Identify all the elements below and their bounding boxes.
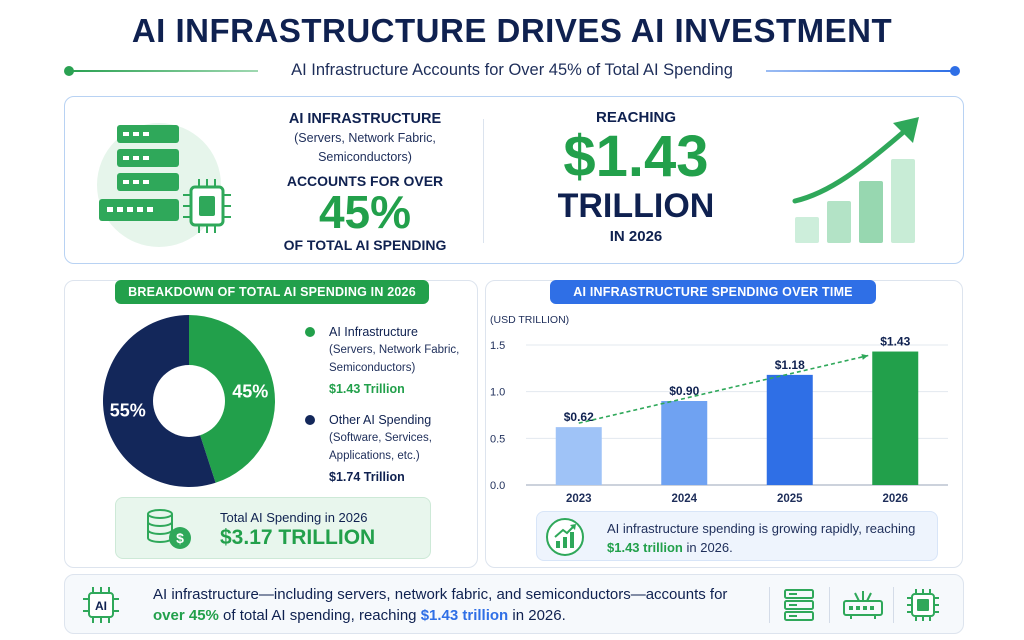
bar-2024 xyxy=(661,401,708,485)
total-value: $3.17 TRILLION xyxy=(220,526,376,549)
breakdown-title: BREAKDOWN OF TOTAL AI SPENDING IN 2026 xyxy=(115,280,429,304)
bar-2026 xyxy=(872,351,919,485)
bar-chart: (USD TRILLION) 0.0 0.5 1.0 1.5 $0.62 $0.90 $1… xyxy=(490,314,948,505)
of-total-label: OF TOTAL AI SPENDING xyxy=(283,237,447,253)
summary-strip: AI AI infrastructure—including servers, … xyxy=(64,574,964,634)
legend-value: $1.74 Trillion xyxy=(329,470,405,484)
total-spending-box: $ Total AI Spending in 2026 $3.17 TRILLI… xyxy=(115,497,431,559)
x-tick-label: 2024 xyxy=(671,493,697,505)
trend-up-icon xyxy=(546,518,584,556)
y-tick-label: 0.0 xyxy=(490,480,505,492)
total-label: Total AI Spending in 2026 xyxy=(220,510,368,525)
trend-arrowhead xyxy=(861,354,869,360)
svg-text:$: $ xyxy=(176,530,184,546)
x-tick-label: 2026 xyxy=(882,493,908,505)
dollar-icon xyxy=(169,527,191,549)
summary-part-1: AI infrastructure—including servers, net… xyxy=(153,586,728,603)
server-rack-icon xyxy=(97,123,231,247)
bar-2023 xyxy=(555,427,602,485)
trend-line xyxy=(578,354,869,424)
legend-item-other: Other AI Spending (Software, Services, A… xyxy=(301,411,476,487)
donut-slice-infrastructure xyxy=(189,315,275,483)
green-dot-decoration xyxy=(64,66,74,76)
chart-note-after: in 2026. xyxy=(682,540,733,555)
donut-chart: 45% 55% xyxy=(102,315,275,487)
y-tick-label: 1.0 xyxy=(490,387,505,399)
page-title: AI INFRASTRUCTURE DRIVES AI INVESTMENT xyxy=(131,12,893,49)
blue-dot-decoration xyxy=(950,66,960,76)
page-subtitle: AI Infrastructure Accounts for Over 45% … xyxy=(291,61,733,79)
spending-year: IN 2026 xyxy=(609,228,663,245)
breakdown-panel: BREAKDOWN OF TOTAL AI SPENDING IN 2026 4… xyxy=(64,280,478,568)
y-tick-label: 0.5 xyxy=(490,433,505,445)
spending-amount: $1.43 xyxy=(563,124,709,189)
chart-note-text: AI infrastructure spending is growing ra… xyxy=(607,519,927,557)
slice-label-infrastructure: 45% xyxy=(232,381,268,401)
legend-detail: (Servers, Network Fabric, Semiconductors… xyxy=(329,344,460,374)
semiconductor-icon xyxy=(907,589,939,621)
accounts-for-label: ACCOUNTS FOR OVER xyxy=(286,173,444,189)
bar-value-label: $0.90 xyxy=(669,384,699,398)
icon-separator xyxy=(829,587,830,623)
infrastructure-heading: AI INFRASTRUCTURE xyxy=(288,111,442,127)
icon-separator xyxy=(893,587,894,623)
chart-note-before: AI infrastructure spending is growing ra… xyxy=(607,521,916,536)
legend-item-infrastructure: AI Infrastructure (Servers, Network Fabr… xyxy=(301,323,476,399)
ai-chip-icon: AI xyxy=(83,587,119,623)
chart-title: AI INFRASTRUCTURE SPENDING OVER TIME xyxy=(550,280,876,304)
summary-part-3: in 2026. xyxy=(508,607,566,624)
legend-label: Other AI Spending xyxy=(329,413,432,427)
highlight-panel: AI INFRASTRUCTURE (Servers, Network Fabr… xyxy=(64,96,964,264)
coins-icon: $ xyxy=(147,509,191,549)
spending-over-time-panel: AI INFRASTRUCTURE SPENDING OVER TIME (US… xyxy=(485,280,963,568)
growth-chart-icon xyxy=(792,117,919,243)
chart-note: AI infrastructure spending is growing ra… xyxy=(536,511,938,561)
y-tick-label: 1.5 xyxy=(490,340,505,352)
summary-highlight-amount: $1.43 trillion xyxy=(420,607,509,624)
server-icon xyxy=(784,589,814,621)
summary-part-2: of total AI spending, reaching xyxy=(218,607,421,624)
bar-value-label: $1.43 xyxy=(880,335,910,349)
x-tick-label: 2025 xyxy=(777,493,803,505)
bar-value-label: $0.62 xyxy=(564,410,594,424)
donut-legend: AI Infrastructure (Servers, Network Fabr… xyxy=(301,323,476,487)
spending-unit: TRILLION xyxy=(557,187,715,225)
reaching-block: REACHING $1.43 TRILLION IN 2026 xyxy=(511,109,761,245)
divider-line-right xyxy=(766,70,954,72)
chart-note-highlight: $1.43 trillion xyxy=(607,540,683,555)
icon-separator xyxy=(769,587,770,623)
bar-2025 xyxy=(766,374,813,485)
panel-divider xyxy=(483,119,484,243)
summary-highlight-share: over 45% xyxy=(153,607,219,624)
legend-value: $1.43 Trillion xyxy=(329,382,405,396)
subtitle-row: AI Infrastructure Accounts for Over 45% … xyxy=(64,60,960,82)
slice-label-other: 55% xyxy=(110,401,146,421)
legend-dot-navy xyxy=(305,415,315,425)
legend-label: AI Infrastructure xyxy=(329,325,418,339)
share-percent: 45% xyxy=(318,186,412,238)
legend-dot-green xyxy=(305,327,315,337)
summary-text: AI infrastructure—including servers, net… xyxy=(153,584,743,626)
bar-value-label: $1.18 xyxy=(775,358,805,372)
accounts-block: AI INFRASTRUCTURE (Servers, Network Fabr… xyxy=(265,111,465,253)
legend-detail: (Software, Services, Applications, etc.) xyxy=(329,432,432,462)
y-axis-label: (USD TRILLION) xyxy=(490,314,569,326)
x-tick-label: 2023 xyxy=(566,493,592,505)
donut-hole xyxy=(153,365,225,437)
infrastructure-components: (Servers, Network Fabric, Semiconductors… xyxy=(294,131,436,164)
network-switch-icon xyxy=(843,591,883,619)
reaching-label: REACHING xyxy=(595,109,676,126)
ai-chip-icon-text: AI xyxy=(95,599,107,613)
divider-line-left xyxy=(70,70,258,72)
